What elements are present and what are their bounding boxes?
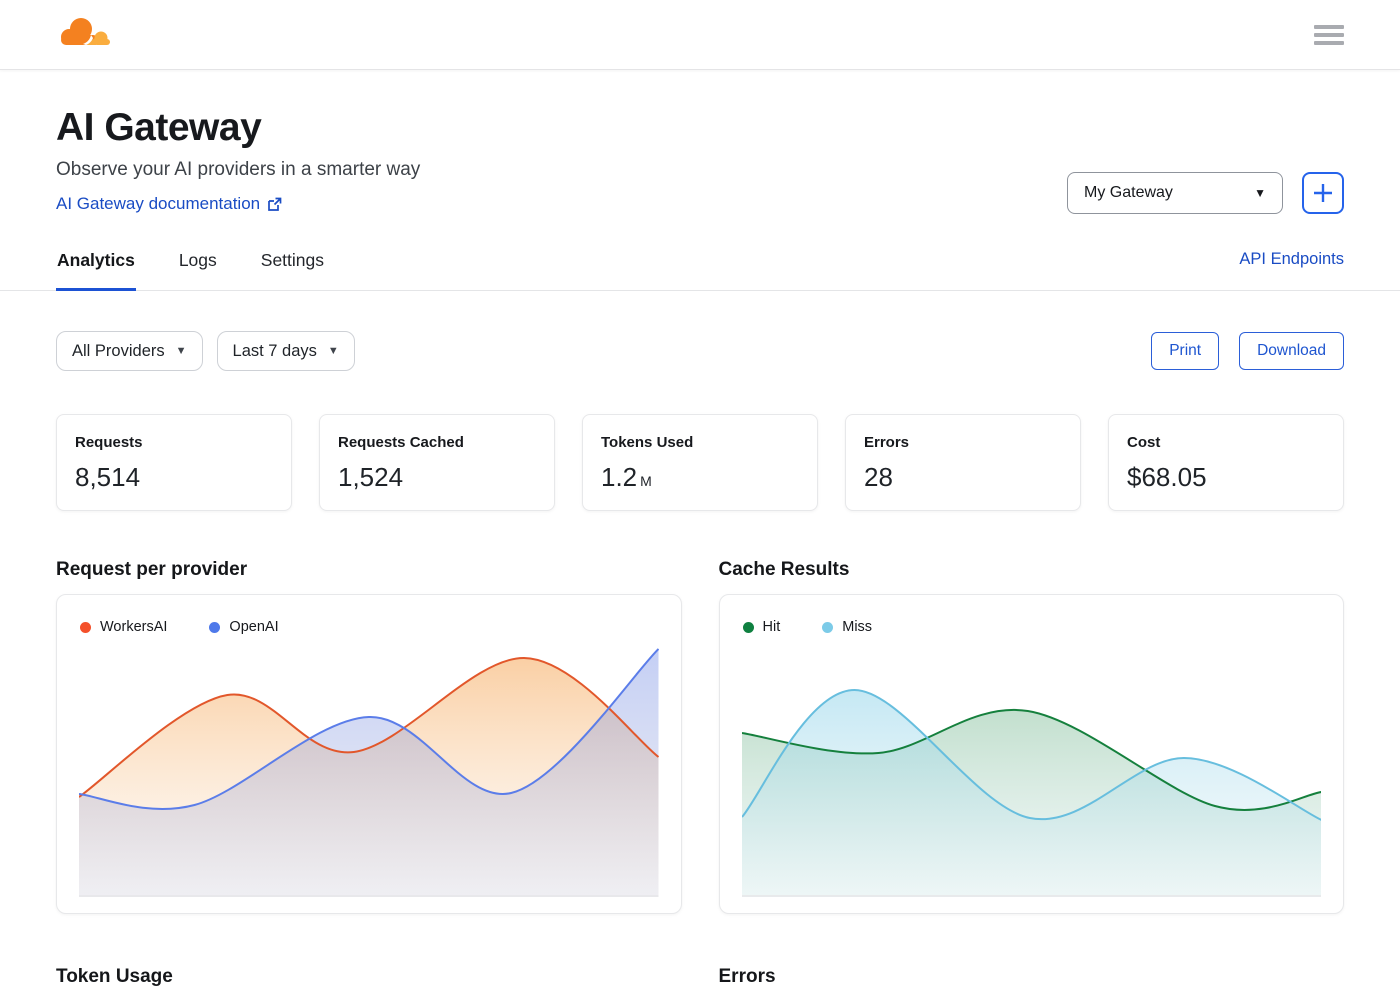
cloudflare-logo[interactable] [56, 14, 114, 55]
legend-dot-icon [742, 621, 754, 633]
tab-bar: Analytics Logs Settings [56, 248, 325, 291]
print-button[interactable]: Print [1151, 332, 1220, 370]
stat-label: Requests [75, 434, 143, 451]
date-range-select[interactable]: Last 7 days ▼ [216, 331, 355, 371]
stat-card-requests-cached: Requests Cached 1,524 [319, 414, 555, 511]
legend-label: Miss [842, 619, 873, 635]
documentation-link-label: AI Gateway documentation [56, 194, 261, 213]
stat-card-tokens-used: Tokens Used 1.2 M [582, 414, 818, 511]
tab-analytics[interactable]: Analytics [56, 248, 136, 291]
chart-card-request-per-provider: WorkersAI OpenAI [56, 594, 682, 914]
documentation-link[interactable]: AI Gateway documentation [56, 194, 282, 214]
stats-row: Requests 8,514 Requests Cached 1,524 Tok… [56, 414, 1344, 511]
stat-card-errors: Errors 28 [845, 414, 1081, 511]
page-subtitle: Observe your AI providers in a smarter w… [56, 159, 421, 180]
add-gateway-button[interactable] [1302, 172, 1344, 214]
chart-title-request-per-provider: Request per provider [56, 559, 248, 580]
date-range-value: Last 7 days [232, 341, 317, 360]
chart-legend: WorkersAI OpenAI [79, 619, 659, 635]
charts-section: Request per provider WorkersAI OpenAI Ca… [56, 559, 1344, 914]
chart-title-cache-results: Cache Results [718, 559, 850, 580]
legend-item-hit: Hit [742, 619, 781, 635]
chart-title-token-usage: Token Usage [56, 966, 173, 987]
menu-hamburger-icon[interactable] [1314, 21, 1344, 49]
legend-item-openai: OpenAI [209, 619, 279, 635]
stat-label: Tokens Used [601, 434, 694, 451]
legend-dot-icon [822, 621, 834, 633]
legend-label: Hit [762, 619, 781, 635]
legend-dot-icon [209, 621, 221, 633]
stat-card-cost: Cost $68.05 [1108, 414, 1344, 511]
chart-legend: Hit Miss [742, 619, 1322, 635]
chart-title-errors: Errors [718, 966, 776, 987]
legend-item-miss: Miss [822, 619, 872, 635]
gateway-select-value: My Gateway [1084, 184, 1173, 201]
chevron-down-icon: ▼ [327, 345, 339, 357]
legend-dot-icon [80, 621, 91, 633]
provider-filter-value: All Providers [72, 341, 165, 360]
area-chart-request-per-provider [79, 648, 659, 897]
top-bar [0, 0, 1400, 70]
page-header: AI Gateway Observe your AI providers in … [56, 106, 1344, 214]
plus-icon [1314, 184, 1332, 202]
legend-label: WorkersAI [100, 619, 168, 635]
provider-filter-select[interactable]: All Providers ▼ [56, 331, 203, 371]
bottom-section: Token Usage Errors [56, 966, 1344, 1001]
stat-label: Requests Cached [338, 434, 464, 451]
external-link-icon [268, 197, 282, 211]
stat-value: 28 [864, 462, 893, 492]
download-button[interactable]: Download [1239, 332, 1344, 370]
stat-value-unit: M [640, 473, 652, 489]
legend-item-workersai: WorkersAI [80, 619, 167, 635]
stat-label: Errors [864, 434, 910, 451]
tab-logs[interactable]: Logs [178, 250, 217, 270]
stat-value: 1,524 [338, 462, 404, 492]
gateway-select[interactable]: My Gateway ▼ [1067, 172, 1283, 214]
chevron-down-icon: ▼ [175, 345, 187, 357]
tab-settings[interactable]: Settings [260, 250, 324, 270]
stat-value: 1.2 M [601, 462, 652, 492]
legend-label: OpenAI [229, 619, 279, 635]
stat-value: $68.05 [1127, 462, 1207, 492]
page-title: AI Gateway [56, 106, 262, 149]
chevron-down-icon: ▼ [1254, 186, 1266, 200]
stat-value: 8,514 [75, 462, 141, 492]
area-chart-cache-results [741, 688, 1321, 897]
stat-label: Cost [1127, 434, 1161, 451]
tabs-strip: Analytics Logs Settings API Endpoints [0, 248, 1400, 291]
cloudflare-cloud-icon [61, 18, 110, 45]
chart-card-cache-results: Hit Miss [718, 594, 1344, 914]
filters-row: All Providers ▼ Last 7 days ▼ Print Down… [56, 331, 1344, 371]
stat-card-requests: Requests 8,514 [56, 414, 292, 511]
api-endpoints-link[interactable]: API Endpoints [1239, 250, 1344, 268]
